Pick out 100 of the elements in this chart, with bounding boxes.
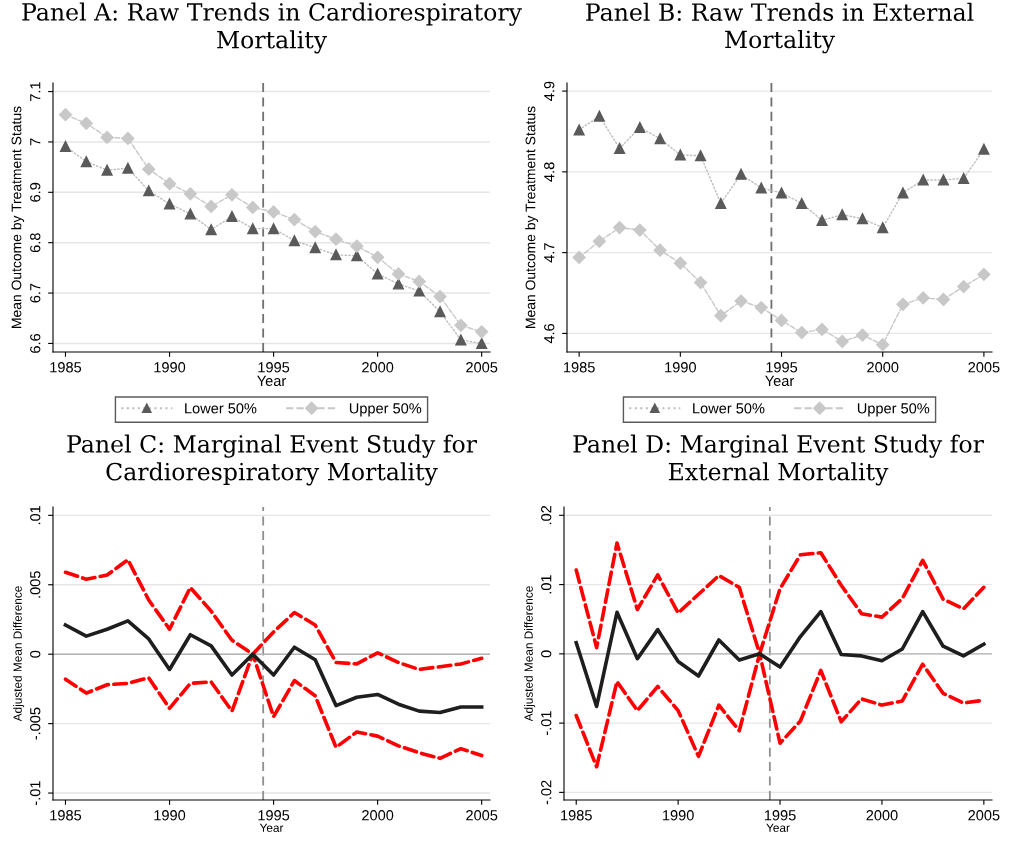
point (266, 205, 281, 219)
point (573, 124, 585, 136)
point (715, 197, 727, 209)
point (162, 177, 177, 191)
x-axis-title: Year (259, 823, 284, 832)
y-axis-title: Adjusted Mean Difference (524, 586, 536, 722)
legend-label: Upper 50% (349, 403, 422, 417)
point (163, 198, 176, 210)
point (308, 225, 322, 239)
point (121, 131, 135, 145)
point (288, 235, 300, 247)
y-tick-label: 6.8 (30, 233, 41, 253)
x-tick-label: 1995 (764, 810, 796, 821)
x-tick-label: 2000 (362, 362, 394, 373)
y-tick-label: .02 (541, 505, 552, 525)
legend-label: Upper 50% (857, 403, 930, 417)
point (225, 188, 239, 202)
point (329, 232, 343, 246)
point (454, 318, 468, 332)
x-tick-label: 2005 (466, 810, 498, 821)
point (372, 268, 384, 280)
point (958, 172, 970, 184)
point (412, 274, 426, 289)
point (614, 142, 626, 154)
point (59, 140, 72, 153)
point (287, 212, 301, 227)
point (391, 267, 406, 281)
point (371, 250, 385, 264)
line-series (63, 557, 484, 672)
y-tick-label: -.01 (541, 711, 552, 736)
point (330, 249, 342, 261)
x-tick-label: 1985 (50, 810, 82, 821)
x-tick-label: 2005 (466, 362, 498, 373)
point (593, 110, 605, 122)
chart-title: Panel B: Raw Trends in External Mortality (586, 2, 974, 54)
point (937, 174, 949, 186)
line-series (574, 541, 986, 656)
y-tick-label: 4.8 (544, 162, 555, 182)
point (80, 156, 92, 168)
point (226, 210, 238, 223)
x-tick-label: 1985 (50, 362, 82, 373)
point (695, 150, 707, 162)
point (592, 234, 606, 248)
x-tick-label: 1995 (766, 362, 798, 373)
point (735, 168, 747, 180)
point (183, 187, 197, 201)
y-tick-label: 7.1 (30, 82, 41, 101)
x-tick-label: 1990 (663, 810, 694, 821)
point (350, 239, 364, 253)
point (755, 182, 767, 194)
point (734, 294, 748, 308)
point (897, 187, 909, 199)
point (957, 279, 971, 294)
point (795, 326, 809, 340)
point (917, 174, 929, 186)
x-tick-label: 2005 (968, 362, 1000, 373)
point (184, 208, 196, 220)
point (634, 121, 646, 133)
point (836, 209, 848, 221)
point (673, 256, 687, 270)
point (351, 250, 363, 262)
point (896, 297, 910, 311)
legend-label: Lower 50% (185, 403, 257, 414)
y-tick-label: .005 (30, 571, 41, 598)
point (572, 250, 586, 265)
x-tick-label: 1990 (154, 810, 186, 821)
y-tick-label: 6.7 (30, 283, 41, 303)
point (856, 213, 869, 225)
point (815, 322, 829, 336)
point (247, 223, 259, 235)
y-tick-label: -.02 (541, 780, 552, 805)
point (654, 133, 666, 145)
y-tick-label: 6.9 (30, 182, 41, 202)
chart-title: Panel D: Marginal Event Study for External Mortality (573, 434, 984, 486)
x-tick-label: 1985 (564, 362, 595, 373)
point (204, 199, 218, 214)
y-tick-label: .01 (30, 505, 41, 525)
line-series (574, 609, 986, 709)
legend-label: Lower 50% (693, 403, 765, 414)
point (653, 243, 667, 257)
point (476, 337, 488, 349)
y-axis-title: Adjusted Mean Difference (13, 586, 25, 722)
y-tick-label: .01 (541, 575, 552, 594)
chart-title: Panel A: Raw Trends in Cardiorespiratory Mortality (22, 2, 522, 54)
point (693, 275, 708, 290)
point (475, 325, 489, 339)
x-tick-label: 2005 (968, 810, 1000, 821)
x-tick-label: 2000 (362, 810, 394, 821)
point (122, 162, 134, 174)
x-axis-title: Year (766, 823, 790, 832)
x-tick-label: 1995 (258, 810, 290, 821)
x-tick-label: 1995 (258, 362, 290, 373)
point (455, 334, 467, 346)
point (434, 306, 446, 318)
x-tick-label: 1990 (665, 362, 696, 373)
y-tick-label: 4.7 (544, 243, 555, 263)
y-tick-label: 0 (30, 650, 41, 658)
point (916, 291, 930, 305)
point (835, 334, 849, 349)
y-axis-title: Mean Outcome by Treatment Status (11, 106, 25, 328)
